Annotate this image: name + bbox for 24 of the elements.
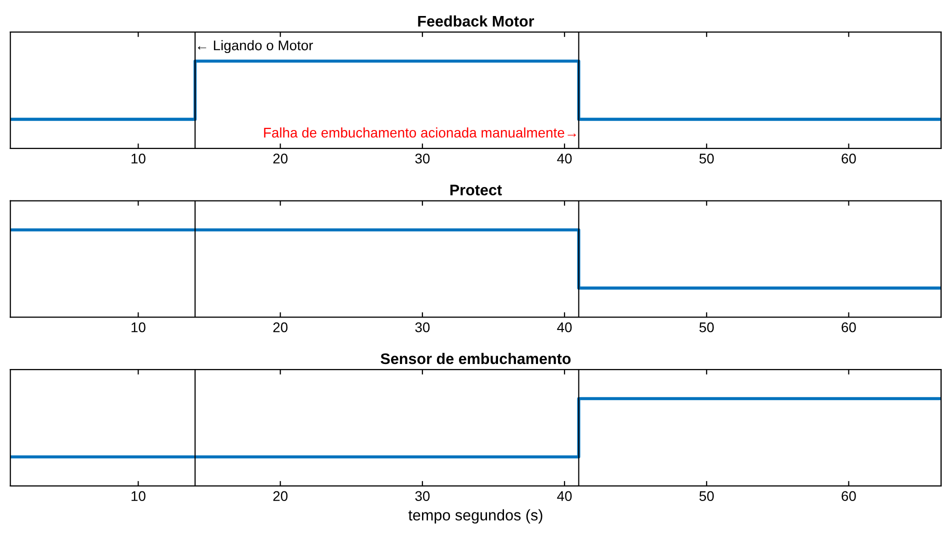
x-axis-title: tempo segundos (s) — [408, 509, 542, 524]
x-tick-label: 10 — [132, 154, 146, 164]
x-tick-label: 60 — [842, 491, 856, 502]
x-tick-label: 30 — [415, 491, 430, 502]
x-tick-label: 40 — [557, 491, 572, 502]
x-tick-label: 40 — [557, 322, 572, 332]
x-tick-label: 40 — [557, 154, 572, 164]
x-tick-label: 60 — [842, 154, 856, 164]
chart-title: Feedback Motor — [418, 15, 534, 27]
chart-title: Sensor de embuchamento — [380, 352, 571, 364]
x-tick-label: 10 — [132, 322, 146, 332]
x-tick-label: 30 — [415, 322, 430, 332]
x-tick-label: 20 — [273, 322, 288, 332]
x-tick-label: 50 — [699, 322, 714, 332]
x-tick-label: 20 — [273, 154, 288, 164]
x-tick-label: 30 — [415, 154, 430, 164]
x-tick-label: 50 — [699, 154, 714, 164]
x-tick-label: 50 — [699, 491, 714, 502]
chart-title: Protect — [450, 184, 502, 196]
x-tick-label: 10 — [132, 491, 146, 502]
annotation: ← Ligando o Motor — [198, 40, 313, 54]
x-tick-label: 60 — [842, 322, 856, 332]
annotation: Falha de embuchamento acionada manualmente→ — [264, 127, 576, 138]
x-tick-label: 20 — [273, 491, 288, 502]
